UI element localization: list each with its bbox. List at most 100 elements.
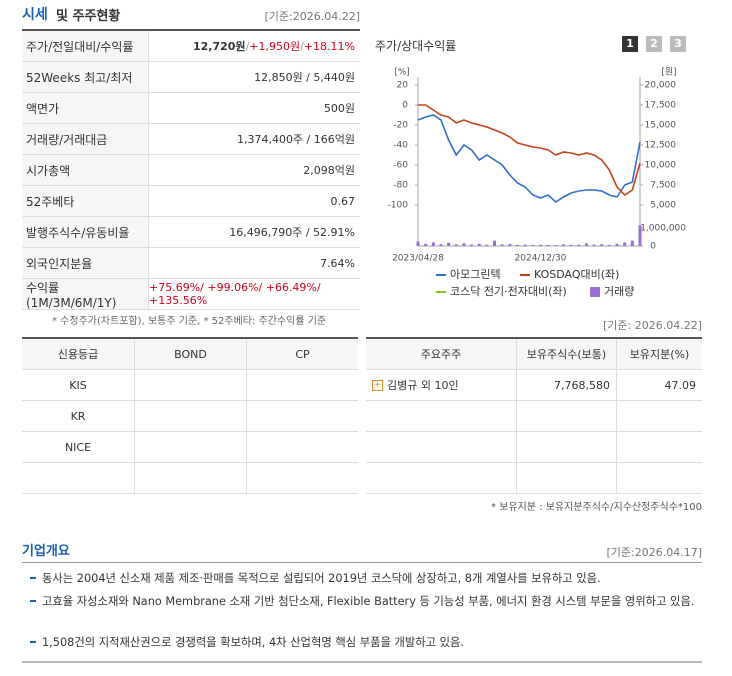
y2-tick-label: 10,000 <box>645 161 677 171</box>
volume-bar <box>508 244 512 246</box>
legend-label: 거래량 <box>604 285 634 298</box>
overview-item: 동사는 2004년 신소재 제품 제조·판매를 목적으로 설립되어 2019년 … <box>42 572 601 585</box>
section-title: 시세 <box>22 7 48 23</box>
legend-swatch <box>590 287 600 297</box>
volume-bar <box>569 244 573 246</box>
volume-tick-label: 0 <box>650 242 656 252</box>
y-tick-label: -100 <box>388 201 409 211</box>
y-tick-label: -20 <box>393 121 408 131</box>
chart-title: 주가/상대수익률 <box>375 39 457 53</box>
volume-bar <box>424 243 428 246</box>
table-cell <box>366 463 516 494</box>
row-value: 7.64% <box>148 248 360 279</box>
row-label: 발행주식수/유동비율 <box>22 217 148 248</box>
rule <box>22 562 702 563</box>
table-header: BOND <box>134 339 246 370</box>
volume-bar <box>462 243 466 246</box>
y2-tick-label: 12,500 <box>645 141 677 151</box>
volume-bar <box>592 244 596 246</box>
table-cell: NICE <box>22 432 134 463</box>
date: [기준:2026.04.17] <box>606 546 702 559</box>
value-text: 0.67 <box>330 194 356 208</box>
chart-tab[interactable]: 2 <box>646 36 662 52</box>
value-text: 1,374,400주 / 166억원 <box>236 133 355 146</box>
volume-bar <box>454 244 458 246</box>
volume-bar <box>623 242 627 246</box>
chart-tab[interactable]: 1 <box>622 36 638 52</box>
table-cell: 47.09 <box>616 370 702 401</box>
table-cell <box>366 432 516 463</box>
value-text: +1,950원 <box>249 40 301 53</box>
volume-tick-label: 1,000,000 <box>640 224 686 234</box>
volume-bar <box>477 243 481 246</box>
table-cell <box>516 432 616 463</box>
row-value: 1,374,400주 / 166억원 <box>148 124 360 155</box>
table-header: CP <box>246 339 358 370</box>
y2-tick-label: 5,000 <box>650 201 676 211</box>
legend-label: KOSDAQ대비(좌) <box>534 268 619 281</box>
date: [기준:2026.04.22] <box>264 10 360 23</box>
icon: + <box>372 379 383 391</box>
y-tick-label: -40 <box>393 141 408 151</box>
value-text: +18.11% <box>303 39 355 53</box>
y-tick-label: 0 <box>402 101 408 111</box>
cell-text: CP <box>295 347 310 361</box>
volume-bar <box>554 245 558 246</box>
value-text: 500원 <box>323 102 355 115</box>
row-value: 500원 <box>148 93 360 124</box>
table-cell <box>616 463 702 494</box>
cell-text: BOND <box>174 347 207 361</box>
bullet <box>30 600 36 602</box>
note: * 수정주가(차트포함), 보통주 기준, * 52주베타: 주간수익률 기준 <box>52 316 327 327</box>
cell-text: 47.09 <box>664 378 697 392</box>
volume-bar <box>447 242 451 246</box>
table-cell: 7,768,580 <box>516 370 616 401</box>
volume-bar <box>470 244 474 246</box>
row-label: 수익률 (1M/3M/6M/1Y) <box>22 279 148 310</box>
volume-bar <box>577 244 581 246</box>
row-label: 액면가 <box>22 93 148 124</box>
cell-text: 신용등급 <box>57 348 99 361</box>
value-text: 16,496,790주 / 52.91% <box>229 226 355 239</box>
axis-unit: [원] <box>661 67 676 78</box>
rule <box>366 337 702 339</box>
volume-bar <box>523 244 527 246</box>
row-value: +75.69%/ +99.06%/ +66.49%/ +135.56% <box>148 279 360 310</box>
row-value: 12,720원 / +1,950원 / +18.11% <box>148 31 360 62</box>
volume-bar <box>607 244 611 246</box>
date: [기준: 2026.04.22] <box>602 319 702 332</box>
cell-text: 주요주주 <box>420 348 462 361</box>
value-text: 7.64% <box>320 256 355 270</box>
volume-bar <box>561 244 565 246</box>
cell-text: 7,768,580 <box>554 378 610 392</box>
table-cell <box>134 463 246 494</box>
row-label: 외국인지분율 <box>22 248 148 279</box>
volume-bar <box>630 240 634 246</box>
section-title: 기업개요 <box>22 544 70 559</box>
legend-label: 코스닥 전기·전자대비(좌) <box>450 285 567 298</box>
value-text: +75.69%/ +99.06%/ +66.49%/ +135.56% <box>149 281 321 307</box>
volume-bar <box>584 243 588 246</box>
table-header: 보유지분(%) <box>616 339 702 370</box>
table-cell <box>516 401 616 432</box>
chart-tab[interactable]: 3 <box>670 36 686 52</box>
table-cell <box>134 432 246 463</box>
table-cell <box>616 401 702 432</box>
rule <box>22 661 702 663</box>
y2-tick-label: 20,000 <box>645 81 677 91</box>
y-tick-label: -80 <box>393 181 408 191</box>
table-cell <box>134 401 246 432</box>
y2-tick-label: 17,500 <box>645 101 677 111</box>
value-text: 12,720원 <box>192 40 246 53</box>
volume-bar <box>493 240 497 246</box>
cell-text: KR <box>70 409 86 423</box>
cell-text: NICE <box>64 440 92 454</box>
table-cell <box>616 432 702 463</box>
overview-item: 1,508건의 지적재산권으로 경쟁력을 확보하며, 4차 산업혁명 핵심 부품… <box>42 636 465 649</box>
table-cell <box>516 463 616 494</box>
table-cell <box>246 463 358 494</box>
table-cell: KIS <box>22 370 134 401</box>
volume-bar <box>516 244 520 246</box>
row-label: 52Weeks 최고/최저 <box>22 62 148 93</box>
